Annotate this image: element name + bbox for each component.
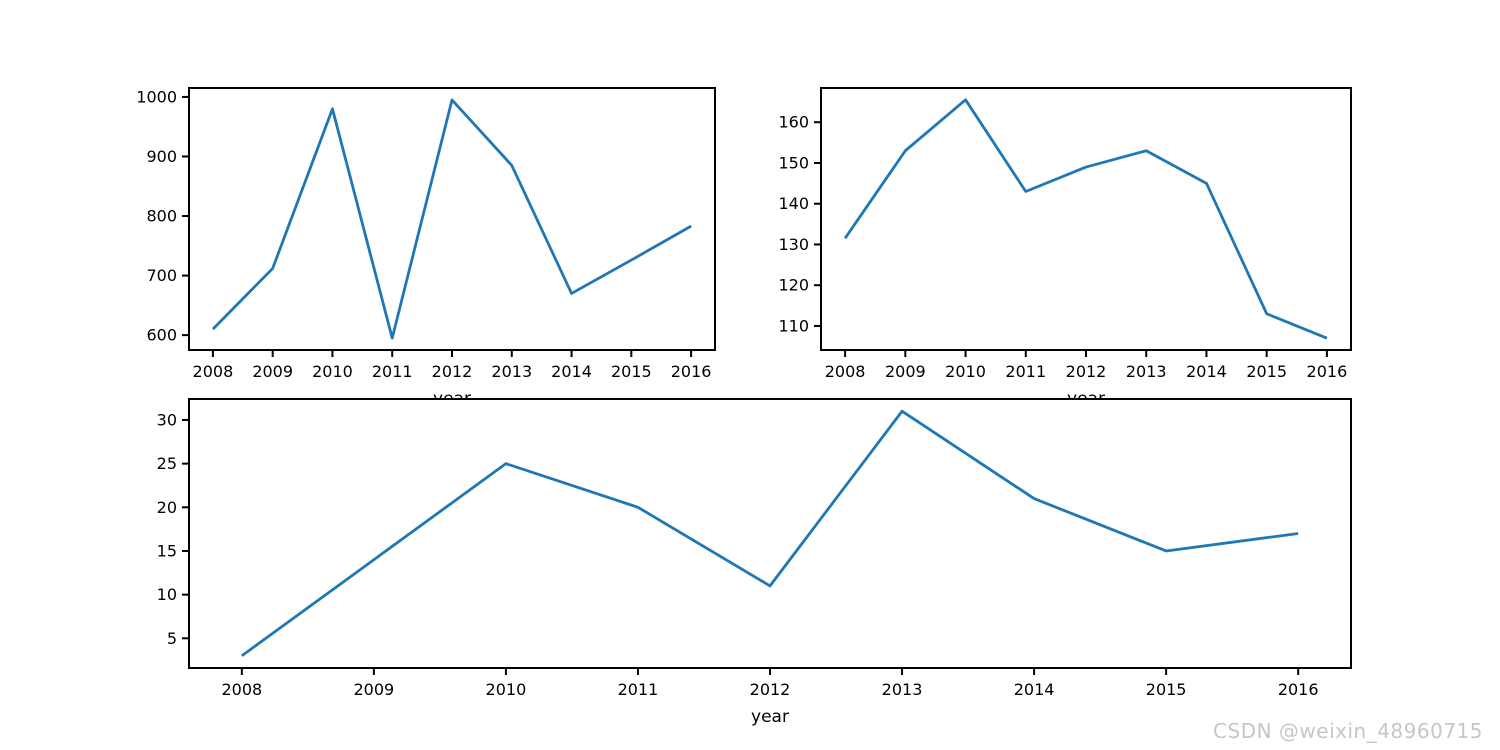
top-right-series-line (843, 98, 1328, 340)
y-tick-label: 30 (157, 410, 177, 429)
x-tick-label: 2011 (618, 680, 659, 699)
y-tick-label: 1000 (136, 87, 177, 106)
x-tick-label: 2010 (945, 362, 986, 381)
line-chart-bottom: 2008 2009 2010 2011 2012 2013 2014 2015 2016 5 10 1… (157, 398, 1352, 727)
x-tick-label: 2013 (882, 680, 923, 699)
x-tick-label: 2009 (885, 362, 926, 381)
x-tick-label: 2013 (1126, 362, 1167, 381)
axes-spines (188, 398, 1352, 669)
watermark-text: CSDN @weixin_48960715 (1213, 719, 1483, 743)
y-tick-label: 900 (146, 147, 177, 166)
y-tick-label: 700 (146, 266, 177, 285)
x-tick-label: 2010 (486, 680, 527, 699)
x-tick-label: 2015 (611, 362, 652, 381)
x-tick-label: 2009 (252, 362, 293, 381)
x-tick-label: 2011 (372, 362, 413, 381)
x-tick-label: 2012 (432, 362, 473, 381)
line-chart-top-right: 2008 2009 2010 2011 2012 2013 2014 2015 2016 110 1… (778, 87, 1352, 409)
y-tick-label: 120 (778, 276, 809, 295)
x-tick-label: 2008 (825, 362, 866, 381)
y-tick-label: 600 (146, 326, 177, 345)
x-tick-label: 2016 (671, 362, 712, 381)
y-tick-label: 110 (778, 316, 809, 335)
x-axis-label: year (751, 707, 789, 727)
x-tick-label: 2009 (354, 680, 395, 699)
y-tick-label: 25 (157, 454, 177, 473)
x-tick-label: 2014 (551, 362, 592, 381)
y-tick-label: 800 (146, 207, 177, 226)
line-chart-top-left: 2008 2009 2010 2011 2012 2013 2014 2015 2016 600 7… (136, 87, 716, 409)
y-tick-label: 10 (157, 585, 177, 604)
y-tick-label: 160 (778, 113, 809, 132)
chart-svg: 2008 2009 2010 2011 2012 2013 2014 2015 2016 600 7… (136, 87, 716, 409)
bottom-series-line (240, 409, 1299, 657)
x-tick-label: 2015 (1146, 680, 1187, 699)
x-tick-label: 2012 (750, 680, 791, 699)
x-tick-label: 2016 (1278, 680, 1319, 699)
y-tick-label: 15 (157, 541, 177, 560)
y-tick-label: 150 (778, 153, 809, 172)
top-left-series-line (211, 98, 692, 340)
x-tick-label: 2012 (1066, 362, 1107, 381)
chart-svg: 2008 2009 2010 2011 2012 2013 2014 2015 2016 110 1… (778, 87, 1352, 409)
y-tick-label: 20 (157, 498, 177, 517)
x-tick-label: 2014 (1014, 680, 1055, 699)
x-tick-label: 2015 (1246, 362, 1287, 381)
chart-svg: 2008 2009 2010 2011 2012 2013 2014 2015 2016 5 10 1… (157, 398, 1352, 727)
x-tick-label: 2014 (1186, 362, 1227, 381)
x-tick-label: 2008 (193, 362, 234, 381)
x-tick-label: 2010 (312, 362, 353, 381)
y-tick-label: 5 (167, 629, 177, 648)
x-tick-label: 2013 (491, 362, 532, 381)
y-tick-label: 140 (778, 194, 809, 213)
x-tick-label: 2011 (1005, 362, 1046, 381)
y-tick-label: 130 (778, 235, 809, 254)
x-tick-label: 2016 (1307, 362, 1348, 381)
axes-spines (820, 87, 1352, 351)
axes-spines (188, 87, 716, 351)
x-tick-label: 2008 (221, 680, 262, 699)
